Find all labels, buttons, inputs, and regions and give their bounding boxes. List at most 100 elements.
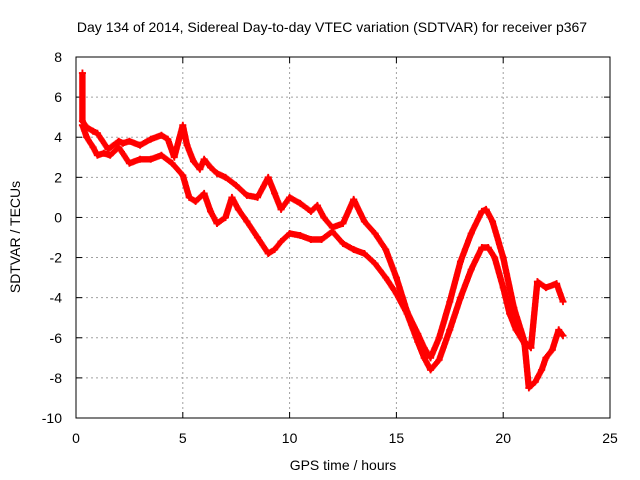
data-point — [93, 129, 101, 137]
data-point — [506, 310, 514, 318]
data-point — [478, 244, 486, 252]
data-point — [559, 332, 567, 340]
data-point — [382, 274, 390, 282]
data-point — [527, 344, 535, 352]
data-point — [427, 366, 435, 374]
data-point — [456, 294, 464, 302]
data-point — [427, 354, 435, 362]
data-point — [271, 189, 279, 197]
data-point — [548, 346, 556, 354]
data-point — [313, 201, 321, 209]
data-point — [222, 213, 230, 221]
data-point — [360, 217, 368, 225]
data-point — [521, 340, 529, 348]
data-point — [489, 217, 497, 225]
data-point — [183, 141, 191, 149]
x-tick-label: 10 — [282, 430, 298, 446]
x-tick-labels: 0 5 10 15 20 25 — [72, 430, 618, 446]
plot-frame — [75, 56, 611, 419]
data-point — [339, 240, 347, 248]
data-point — [555, 326, 563, 334]
data-point — [533, 278, 541, 286]
data-point — [320, 213, 328, 221]
chart-title: Day 134 of 2014, Sidereal Day-to-day VTE… — [77, 19, 587, 35]
data-point — [371, 260, 379, 268]
data-point — [559, 298, 567, 306]
data-point — [286, 229, 294, 237]
data-point — [339, 219, 347, 227]
x-axis-label: GPS time / hours — [290, 457, 397, 473]
data-point — [307, 236, 315, 244]
data-point — [189, 157, 197, 165]
data-point — [200, 189, 208, 197]
data-point — [328, 227, 336, 235]
data-point — [89, 143, 97, 151]
data-point — [446, 298, 454, 306]
data-point — [296, 199, 304, 207]
data-point — [271, 246, 279, 254]
data-point — [222, 173, 230, 181]
data-point — [392, 290, 400, 298]
data-point — [446, 326, 454, 334]
y-tick-label: -4 — [50, 290, 63, 306]
data-point — [254, 234, 262, 241]
data-point — [164, 135, 172, 143]
y-tick-label: 2 — [54, 169, 62, 185]
data-point — [531, 378, 539, 386]
x-tick-label: 25 — [602, 430, 618, 446]
data-point — [499, 284, 507, 292]
data-point — [478, 207, 486, 215]
data-point — [213, 169, 221, 177]
grid-lines — [76, 57, 610, 418]
data-point — [115, 143, 123, 151]
y-tick-label: -6 — [50, 330, 63, 346]
data-point — [170, 153, 178, 161]
data-point — [456, 258, 464, 266]
data-point — [277, 205, 285, 213]
data-point — [207, 163, 215, 171]
data-point — [185, 193, 193, 201]
data-point — [482, 205, 490, 213]
data-point — [277, 238, 285, 246]
axis-ticks — [75, 56, 611, 419]
data-point — [318, 236, 326, 244]
data-point — [467, 229, 475, 237]
data-point — [136, 155, 144, 163]
y-tick-label: 4 — [54, 129, 62, 145]
y-tick-label: -8 — [50, 370, 63, 386]
data-point — [125, 137, 133, 145]
data-point — [157, 131, 165, 139]
x-tick-label: 15 — [389, 430, 405, 446]
data-point — [542, 354, 550, 362]
data-point — [192, 197, 200, 205]
data-point — [147, 135, 155, 143]
y-tick-label: 8 — [54, 49, 62, 65]
data-point — [83, 133, 91, 141]
data-point — [414, 338, 422, 346]
y-tick-label: -2 — [50, 250, 63, 266]
data-point — [499, 254, 507, 262]
data-point — [382, 246, 390, 254]
x-tick-label: 20 — [495, 430, 511, 446]
data-point — [435, 334, 443, 342]
data-point — [89, 127, 97, 135]
data-point — [512, 326, 520, 334]
x-tick-label: 0 — [72, 430, 80, 446]
data-point — [207, 207, 215, 215]
data-point — [371, 229, 379, 237]
data-point — [553, 280, 561, 288]
data-point — [147, 155, 155, 163]
data-point — [350, 246, 358, 254]
data-series — [78, 69, 567, 392]
data-point — [228, 193, 236, 201]
data-point — [542, 284, 550, 292]
data-point — [360, 250, 368, 258]
data-point — [179, 171, 187, 179]
data-point — [136, 141, 144, 149]
data-point — [467, 266, 475, 274]
data-point — [254, 193, 262, 201]
data-point — [100, 149, 108, 157]
data-point — [403, 310, 411, 318]
data-point — [420, 354, 428, 362]
